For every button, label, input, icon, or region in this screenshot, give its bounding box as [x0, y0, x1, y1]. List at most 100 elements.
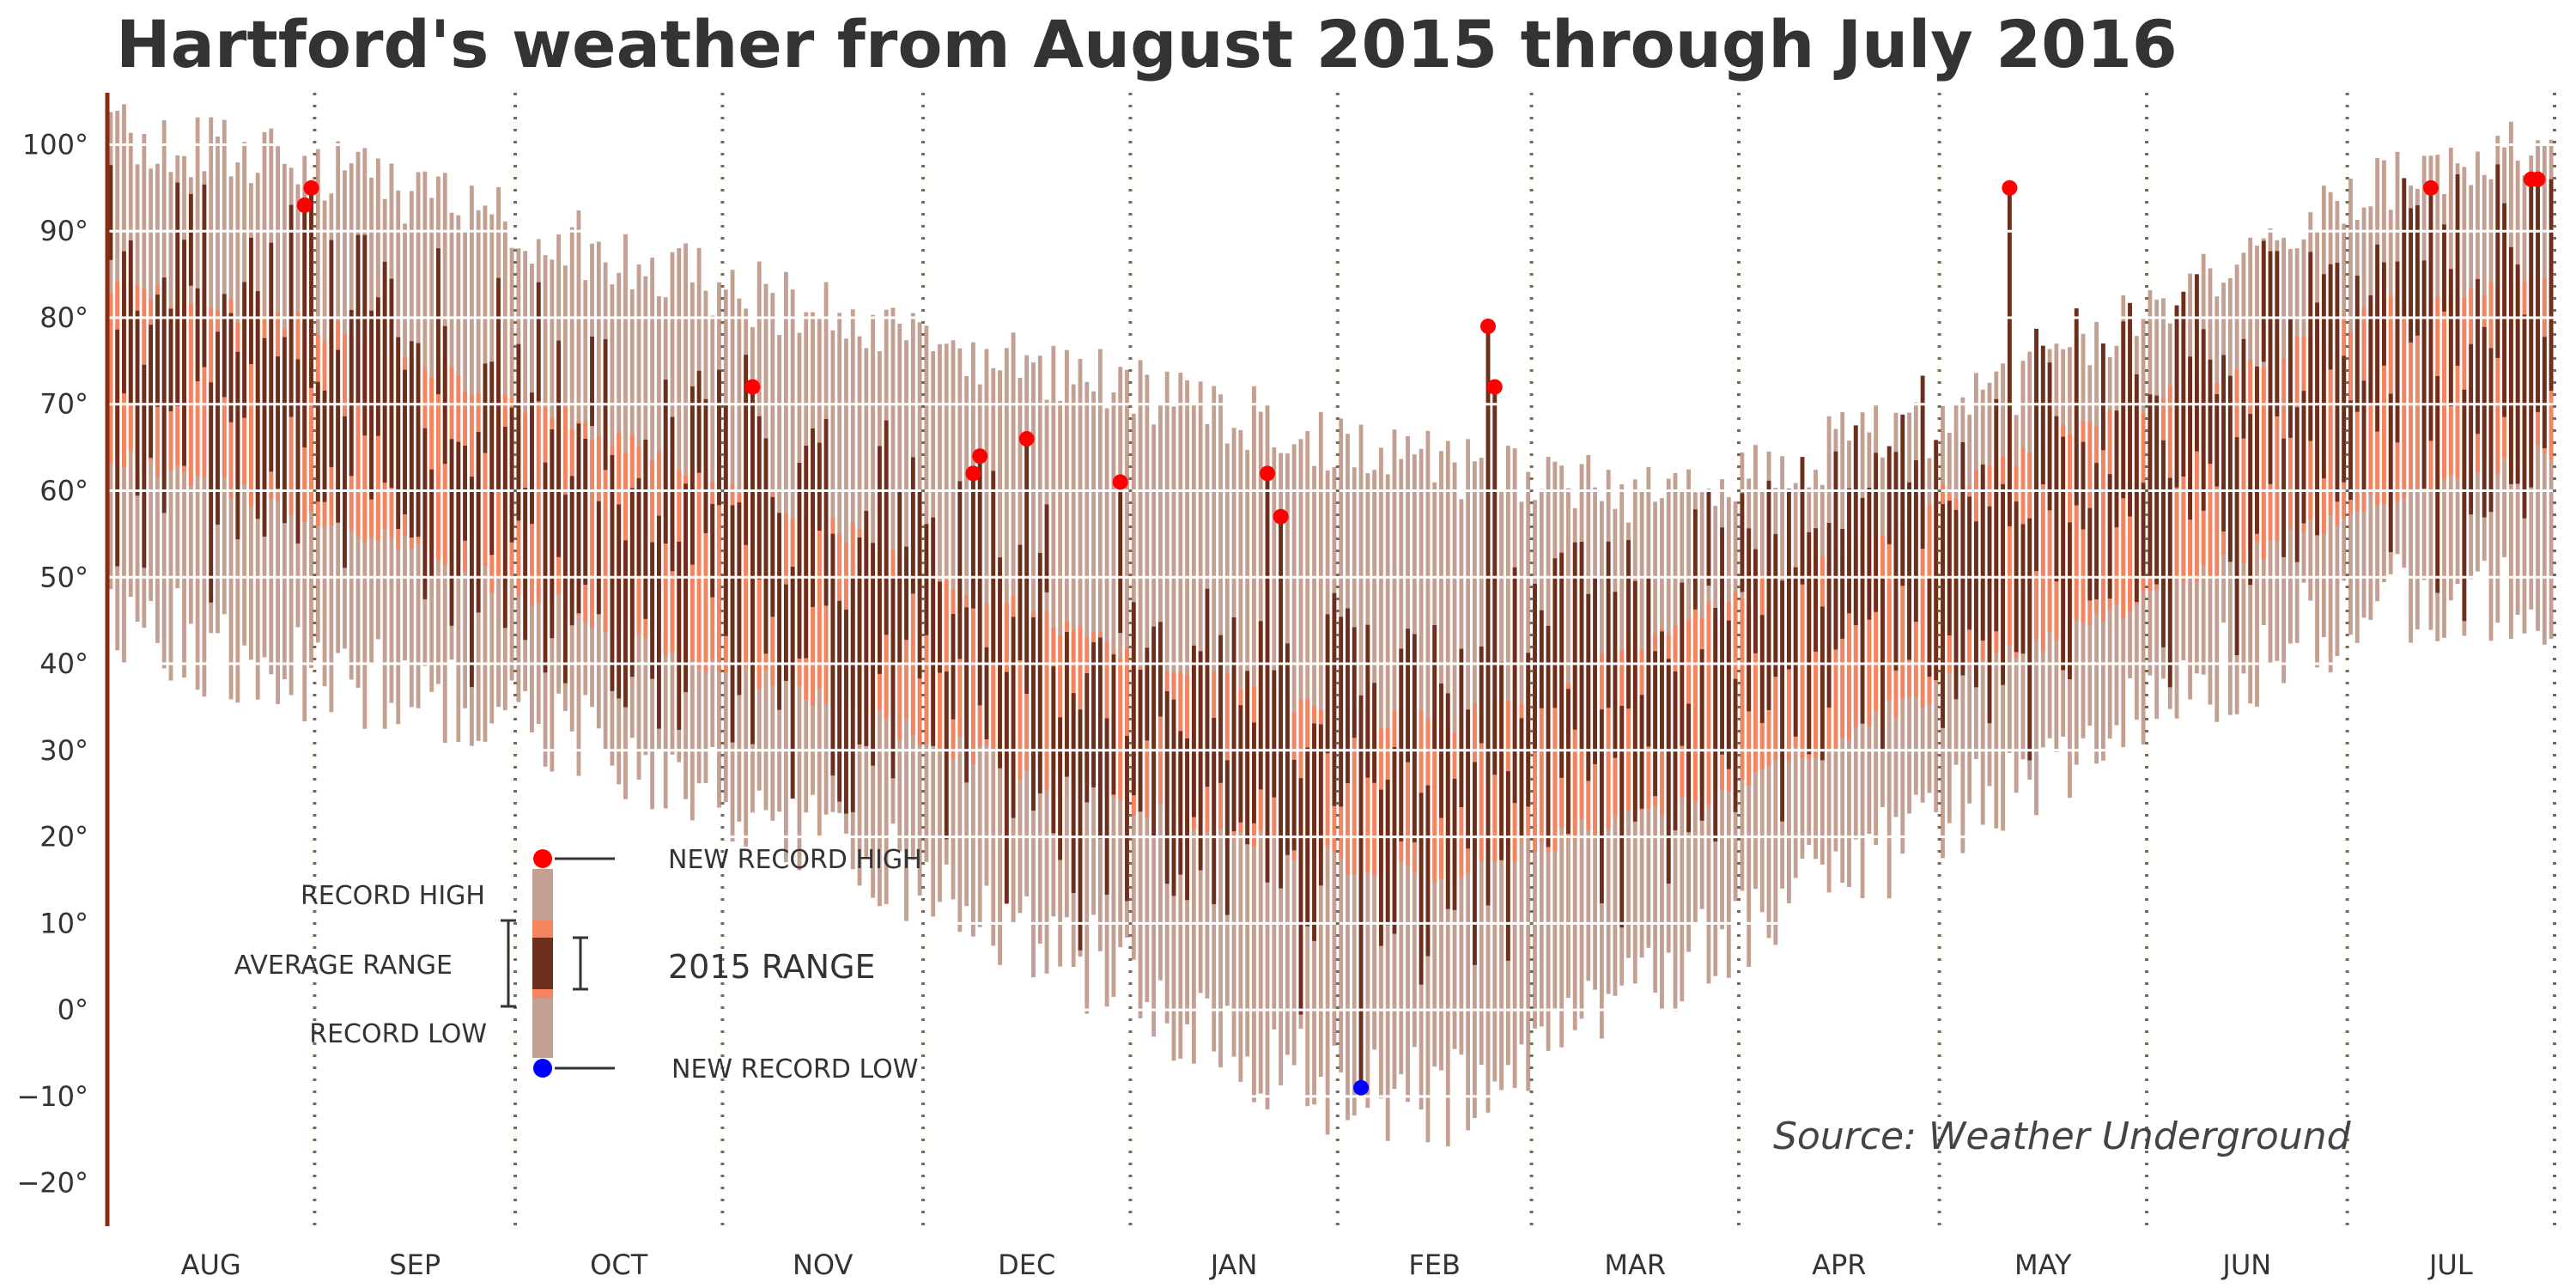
actual-bar	[1111, 654, 1116, 795]
actual-bar	[469, 477, 474, 688]
new-record-high-dot	[1260, 465, 1276, 482]
average-bar	[1533, 687, 1537, 852]
actual-bar	[1967, 496, 1972, 630]
actual-bar	[576, 423, 581, 614]
average-bar	[663, 447, 668, 656]
actual-bar	[1312, 723, 1316, 941]
actual-bar	[556, 340, 562, 557]
actual-bar	[984, 647, 989, 739]
actual-bar	[2515, 264, 2520, 484]
actual-bar	[991, 471, 996, 664]
average-bar	[944, 580, 949, 752]
actual-bar	[677, 541, 682, 730]
actual-bar	[1158, 622, 1163, 717]
actual-bar	[1780, 580, 1785, 822]
actual-bar	[2308, 252, 2313, 441]
actual-bar	[2001, 483, 2005, 685]
actual-bar	[489, 361, 495, 556]
actual-bar	[2234, 437, 2239, 655]
x-tick-label: SEP	[389, 1249, 440, 1281]
x-tick-label: OCT	[590, 1249, 648, 1281]
average-bar	[1479, 713, 1484, 862]
average-bar	[1786, 579, 1791, 762]
actual-bar	[2275, 251, 2280, 416]
actual-bar	[683, 483, 688, 693]
actual-bar	[1800, 457, 1805, 585]
average-bar	[1044, 611, 1049, 791]
actual-bar	[1974, 521, 1978, 688]
actual-bar	[1666, 659, 1671, 884]
average-bar	[1833, 560, 1838, 749]
actual-bar	[1279, 516, 1284, 889]
actual-bar	[1533, 583, 1537, 753]
actual-bar	[1104, 718, 1109, 895]
y-tick-label: 30°	[39, 734, 88, 767]
actual-bar	[2167, 477, 2172, 688]
actual-bar	[168, 308, 173, 411]
actual-bar	[149, 325, 154, 459]
actual-bar	[1091, 642, 1096, 787]
actual-bar	[1325, 614, 1330, 754]
average-bar	[362, 336, 368, 544]
actual-bar	[957, 481, 963, 659]
actual-bar	[456, 441, 461, 578]
actual-bar	[1406, 629, 1410, 762]
actual-bar	[569, 476, 574, 626]
average-bar	[1432, 723, 1437, 882]
average-bar	[2007, 452, 2012, 646]
actual-bar	[209, 382, 214, 603]
actual-bar	[1378, 789, 1383, 946]
actual-bar	[1847, 488, 1851, 614]
average-bar	[991, 590, 996, 750]
actual-bar	[1686, 703, 1692, 833]
actual-bar	[1613, 592, 1618, 758]
average-bar	[2288, 352, 2293, 531]
actual-bar	[763, 438, 769, 654]
actual-bar	[289, 204, 294, 417]
average-bar	[108, 293, 113, 464]
actual-bar	[2221, 355, 2226, 532]
actual-bar	[2227, 375, 2233, 562]
average-bar	[1814, 547, 1818, 757]
average-bar	[2181, 388, 2186, 581]
actual-bar	[1473, 762, 1477, 965]
average-bar	[1372, 717, 1377, 875]
actual-bar	[1419, 793, 1424, 985]
average-bar	[202, 301, 207, 477]
actual-bar	[1466, 709, 1471, 849]
actual-bar	[2100, 343, 2105, 451]
actual-bar	[422, 428, 428, 599]
actual-bar	[1212, 717, 1217, 905]
actual-bar	[2402, 178, 2407, 318]
actual-bar	[2201, 329, 2206, 511]
actual-bar	[1058, 717, 1063, 860]
actual-bar	[924, 524, 929, 635]
average-bar	[2121, 418, 2126, 619]
actual-bar	[1599, 709, 1604, 904]
actual-bar	[2522, 314, 2527, 519]
x-tick-label: FEB	[1408, 1249, 1461, 1281]
actual-bar	[1265, 473, 1270, 883]
actual-bar	[1178, 731, 1183, 875]
actual-bar	[315, 381, 320, 502]
average-bar	[744, 477, 749, 668]
actual-bar	[884, 420, 889, 635]
average-bar	[884, 551, 889, 719]
average-bar	[1900, 526, 1905, 699]
average-bar	[1606, 650, 1611, 829]
actual-bar	[463, 445, 468, 541]
actual-bar	[951, 613, 956, 720]
actual-bar	[2087, 507, 2093, 601]
actual-bar	[1339, 617, 1344, 807]
actual-bar	[1900, 414, 1905, 586]
average-bar	[1874, 535, 1879, 712]
actual-bar	[1238, 705, 1243, 823]
actual-bar	[396, 337, 401, 530]
actual-bar	[1826, 522, 1832, 708]
actual-bar	[783, 584, 788, 681]
average-bar	[2241, 374, 2246, 564]
y-tick-label: 20°	[39, 821, 88, 854]
average-bar	[910, 568, 915, 736]
actual-bar	[1365, 624, 1370, 778]
actual-bar	[530, 392, 534, 525]
